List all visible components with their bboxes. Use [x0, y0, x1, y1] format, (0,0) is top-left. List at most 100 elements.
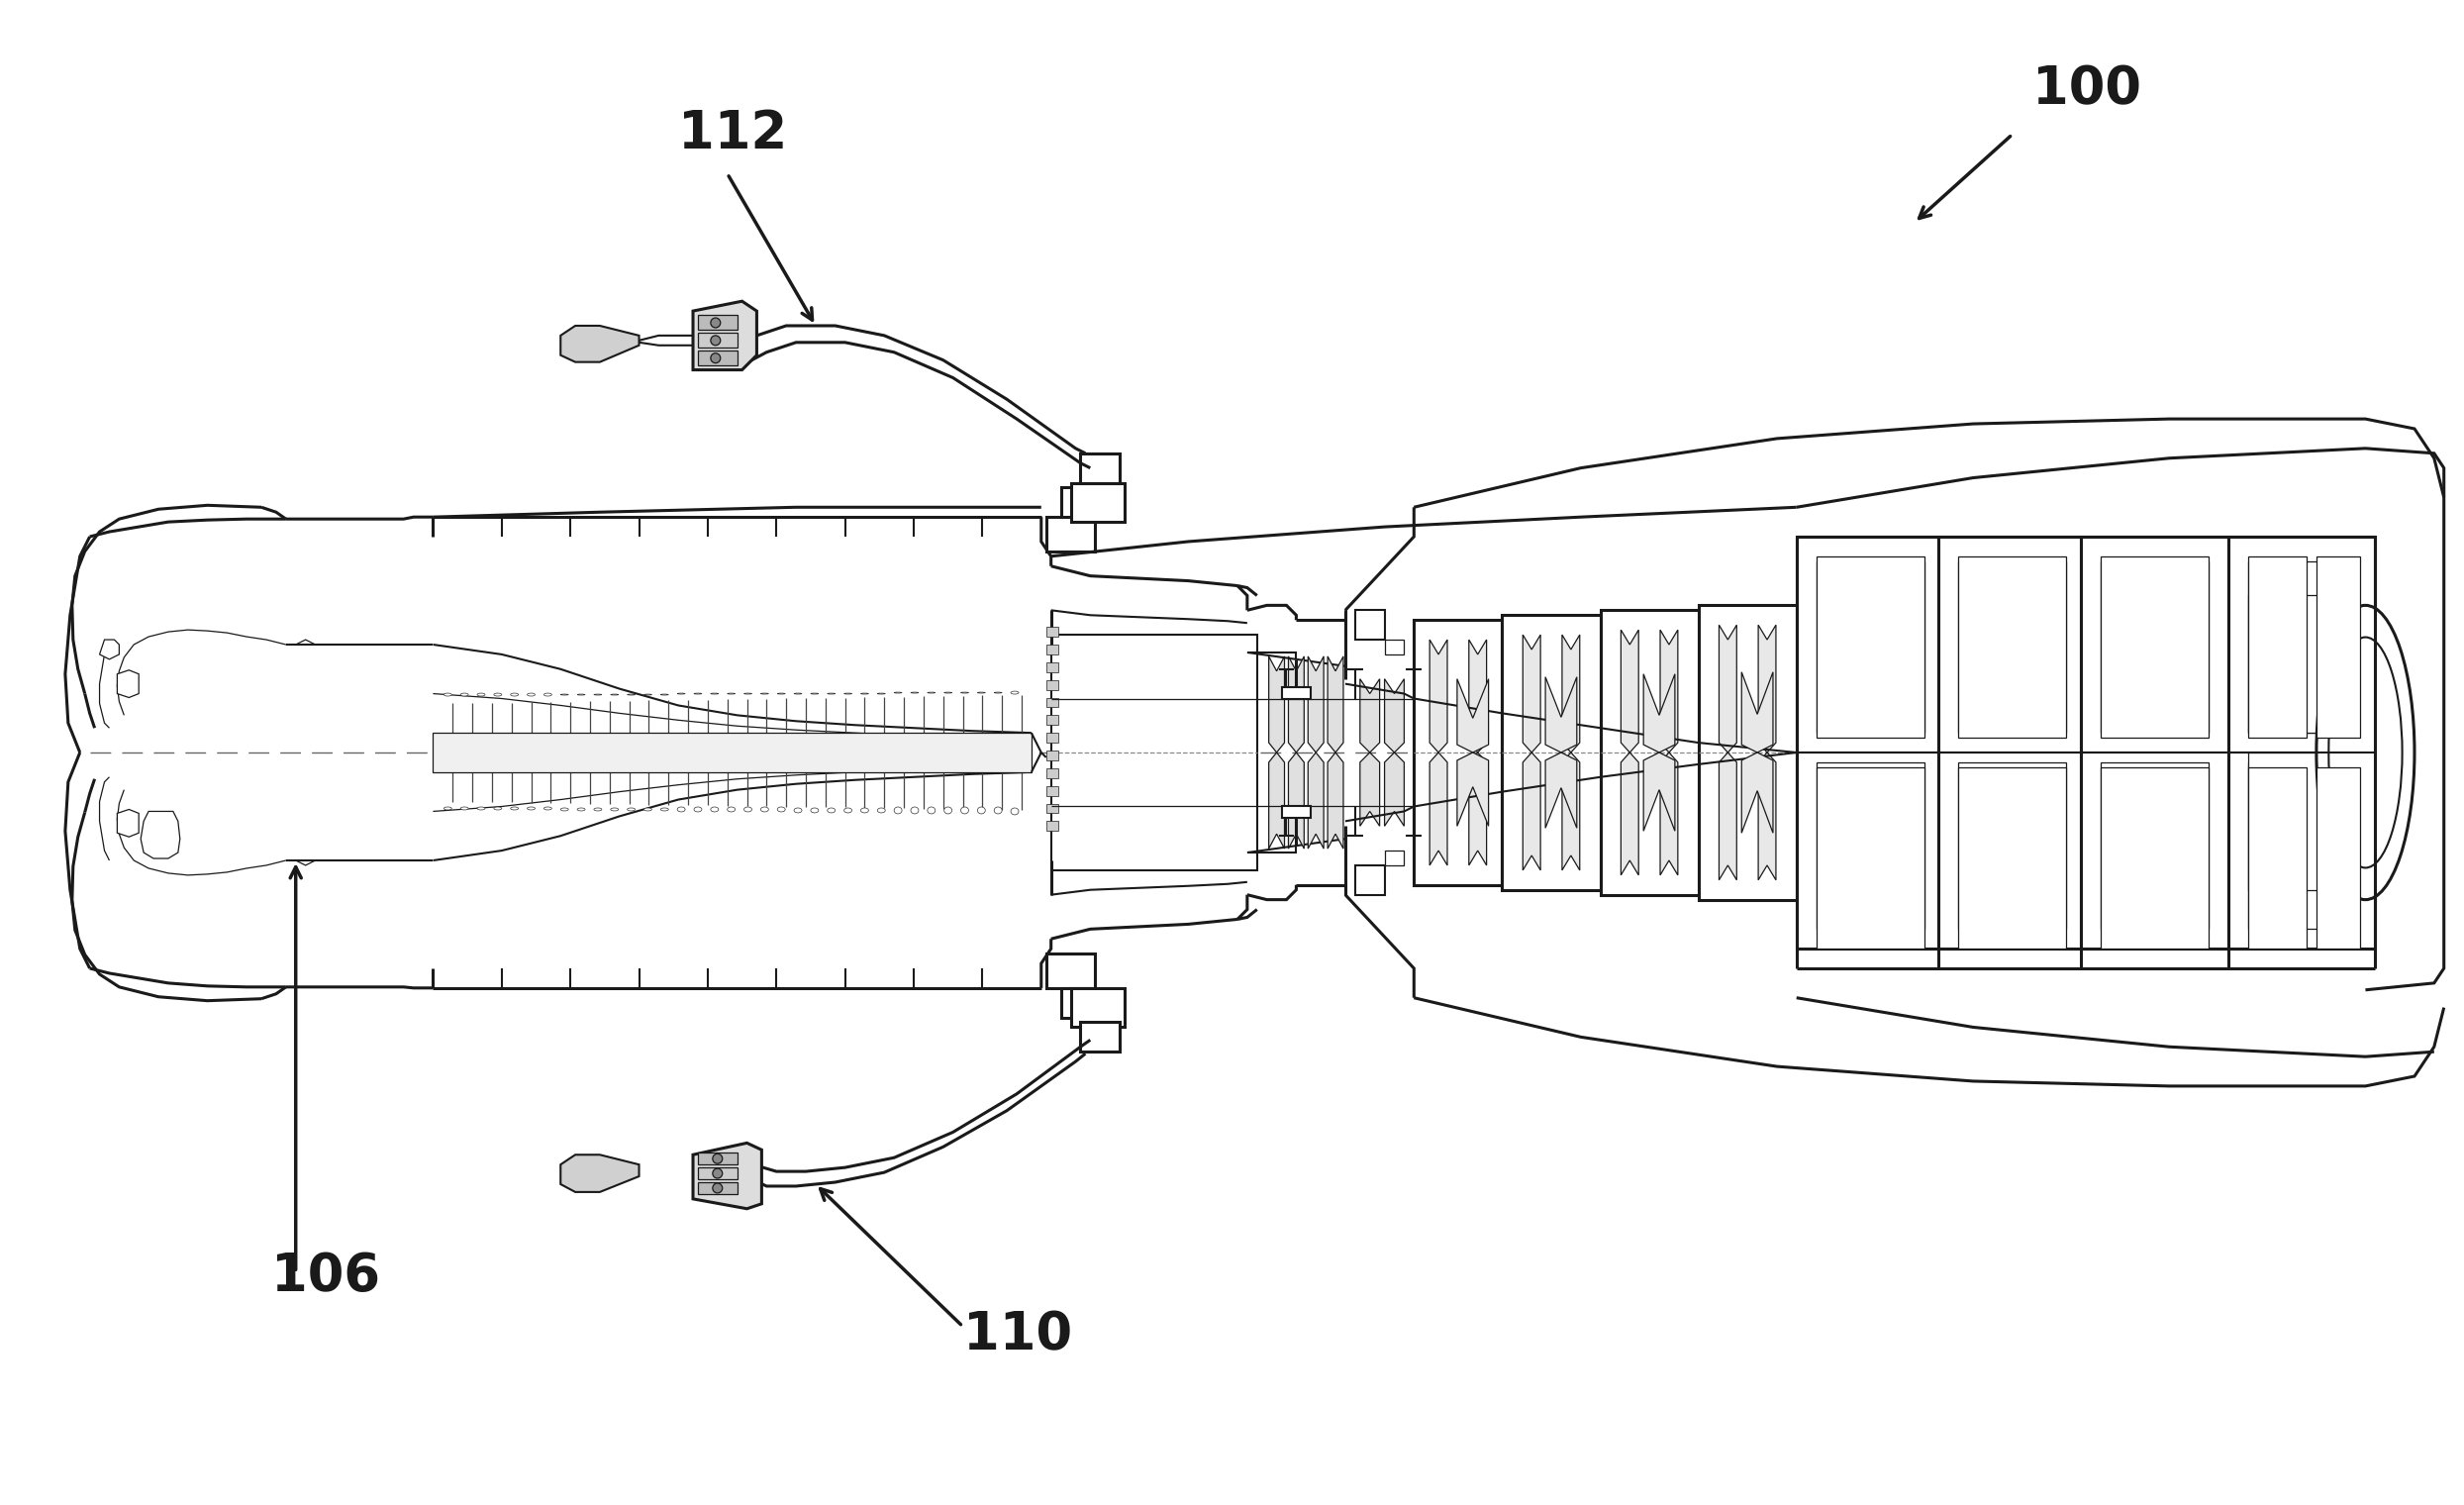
- Polygon shape: [1720, 625, 1737, 752]
- Ellipse shape: [710, 807, 719, 811]
- Bar: [2102, 561, 2208, 733]
- Bar: [1047, 680, 1057, 689]
- Ellipse shape: [611, 808, 618, 811]
- Polygon shape: [1562, 635, 1579, 752]
- Circle shape: [710, 336, 719, 345]
- Polygon shape: [118, 810, 138, 837]
- Bar: [1047, 518, 1094, 551]
- Ellipse shape: [993, 807, 1003, 814]
- Polygon shape: [1456, 752, 1488, 826]
- Ellipse shape: [894, 807, 902, 814]
- Text: 100: 100: [2033, 63, 2141, 114]
- Ellipse shape: [944, 807, 951, 814]
- Circle shape: [710, 318, 719, 328]
- Polygon shape: [1523, 635, 1540, 752]
- Ellipse shape: [961, 807, 968, 814]
- Ellipse shape: [978, 807, 986, 814]
- Bar: [2102, 763, 2208, 929]
- Polygon shape: [1289, 656, 1303, 752]
- Polygon shape: [562, 325, 638, 363]
- Bar: [1355, 865, 1385, 895]
- Bar: [1698, 605, 1796, 900]
- Ellipse shape: [493, 807, 503, 810]
- Polygon shape: [1621, 631, 1639, 752]
- Polygon shape: [1308, 752, 1323, 849]
- Bar: [1047, 768, 1057, 778]
- Ellipse shape: [1010, 691, 1018, 694]
- Ellipse shape: [562, 808, 569, 811]
- Bar: [1047, 644, 1057, 655]
- Bar: [1047, 822, 1057, 831]
- Polygon shape: [1759, 752, 1777, 880]
- Polygon shape: [1469, 640, 1486, 752]
- Circle shape: [712, 1154, 722, 1163]
- Ellipse shape: [478, 694, 485, 697]
- Bar: [2316, 557, 2361, 737]
- Ellipse shape: [926, 807, 936, 814]
- Bar: [1047, 733, 1057, 742]
- Text: 106: 106: [271, 1251, 379, 1302]
- Bar: [2102, 768, 2208, 948]
- Polygon shape: [1621, 752, 1639, 874]
- Ellipse shape: [1010, 808, 1018, 814]
- Bar: [2247, 561, 2356, 733]
- Bar: [1052, 635, 1257, 870]
- Bar: [1959, 768, 2067, 948]
- Bar: [1599, 610, 1698, 895]
- Ellipse shape: [444, 694, 451, 697]
- Bar: [1355, 610, 1385, 640]
- Bar: [1816, 768, 1924, 948]
- Bar: [1079, 453, 1119, 483]
- Ellipse shape: [510, 694, 517, 697]
- Bar: [1072, 987, 1124, 1028]
- Ellipse shape: [594, 808, 601, 811]
- Ellipse shape: [776, 807, 786, 811]
- Circle shape: [710, 354, 719, 363]
- Polygon shape: [1385, 752, 1404, 826]
- Bar: [1816, 557, 1924, 737]
- Bar: [1816, 561, 1924, 733]
- Bar: [697, 351, 737, 366]
- Bar: [2316, 768, 2361, 948]
- Bar: [1047, 804, 1057, 813]
- Polygon shape: [1545, 752, 1577, 828]
- Ellipse shape: [493, 694, 503, 697]
- Ellipse shape: [2316, 605, 2415, 900]
- Text: 110: 110: [963, 1309, 1072, 1361]
- Bar: [1281, 807, 1311, 819]
- Ellipse shape: [545, 694, 552, 697]
- Polygon shape: [692, 1142, 761, 1209]
- Bar: [1047, 628, 1057, 637]
- Ellipse shape: [811, 808, 818, 813]
- Bar: [697, 333, 737, 348]
- Polygon shape: [1360, 679, 1380, 752]
- Polygon shape: [727, 345, 752, 370]
- Polygon shape: [1469, 752, 1486, 865]
- Bar: [2247, 768, 2306, 948]
- Bar: [2102, 557, 2208, 737]
- Polygon shape: [140, 811, 180, 858]
- Polygon shape: [1545, 677, 1577, 752]
- Polygon shape: [1308, 656, 1323, 752]
- Ellipse shape: [478, 807, 485, 810]
- Ellipse shape: [860, 808, 870, 813]
- Polygon shape: [562, 1154, 638, 1192]
- Ellipse shape: [845, 808, 853, 813]
- Bar: [1047, 697, 1057, 707]
- Polygon shape: [1661, 752, 1678, 874]
- Bar: [697, 1153, 737, 1165]
- Bar: [1959, 763, 2067, 929]
- Ellipse shape: [527, 807, 535, 810]
- Ellipse shape: [793, 808, 801, 813]
- Polygon shape: [1759, 625, 1777, 752]
- Polygon shape: [1742, 752, 1774, 832]
- Polygon shape: [99, 640, 118, 659]
- Polygon shape: [1742, 673, 1774, 752]
- Polygon shape: [1429, 752, 1446, 865]
- Ellipse shape: [2328, 637, 2402, 868]
- Bar: [1047, 786, 1057, 796]
- Bar: [697, 315, 737, 330]
- Polygon shape: [1328, 656, 1343, 752]
- Bar: [1047, 715, 1057, 725]
- Bar: [1959, 557, 2067, 737]
